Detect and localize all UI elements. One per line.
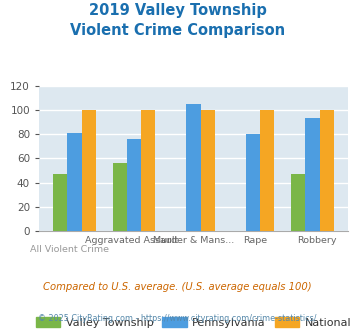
Bar: [186, 104, 201, 231]
Text: Rape: Rape: [243, 236, 267, 245]
Bar: [127, 139, 141, 231]
Bar: [82, 110, 96, 231]
Bar: [201, 110, 215, 231]
Legend: Valley Township, Pennsylvania, National: Valley Township, Pennsylvania, National: [31, 312, 355, 330]
Bar: [113, 163, 127, 231]
Bar: [305, 118, 320, 231]
Text: 2019 Valley Township
Violent Crime Comparison: 2019 Valley Township Violent Crime Compa…: [70, 3, 285, 38]
Text: © 2025 CityRating.com - https://www.cityrating.com/crime-statistics/: © 2025 CityRating.com - https://www.city…: [38, 314, 317, 323]
Text: Robbery: Robbery: [297, 236, 337, 245]
Bar: [320, 110, 334, 231]
Text: Compared to U.S. average. (U.S. average equals 100): Compared to U.S. average. (U.S. average …: [43, 282, 312, 292]
Bar: [67, 133, 82, 231]
Bar: [291, 174, 305, 231]
Bar: [53, 174, 67, 231]
Text: Murder & Mans...: Murder & Mans...: [153, 236, 234, 245]
Bar: [141, 110, 155, 231]
Bar: [260, 110, 274, 231]
Text: All Violent Crime: All Violent Crime: [31, 245, 109, 254]
Bar: [246, 134, 260, 231]
Text: Aggravated Assault: Aggravated Assault: [85, 236, 178, 245]
